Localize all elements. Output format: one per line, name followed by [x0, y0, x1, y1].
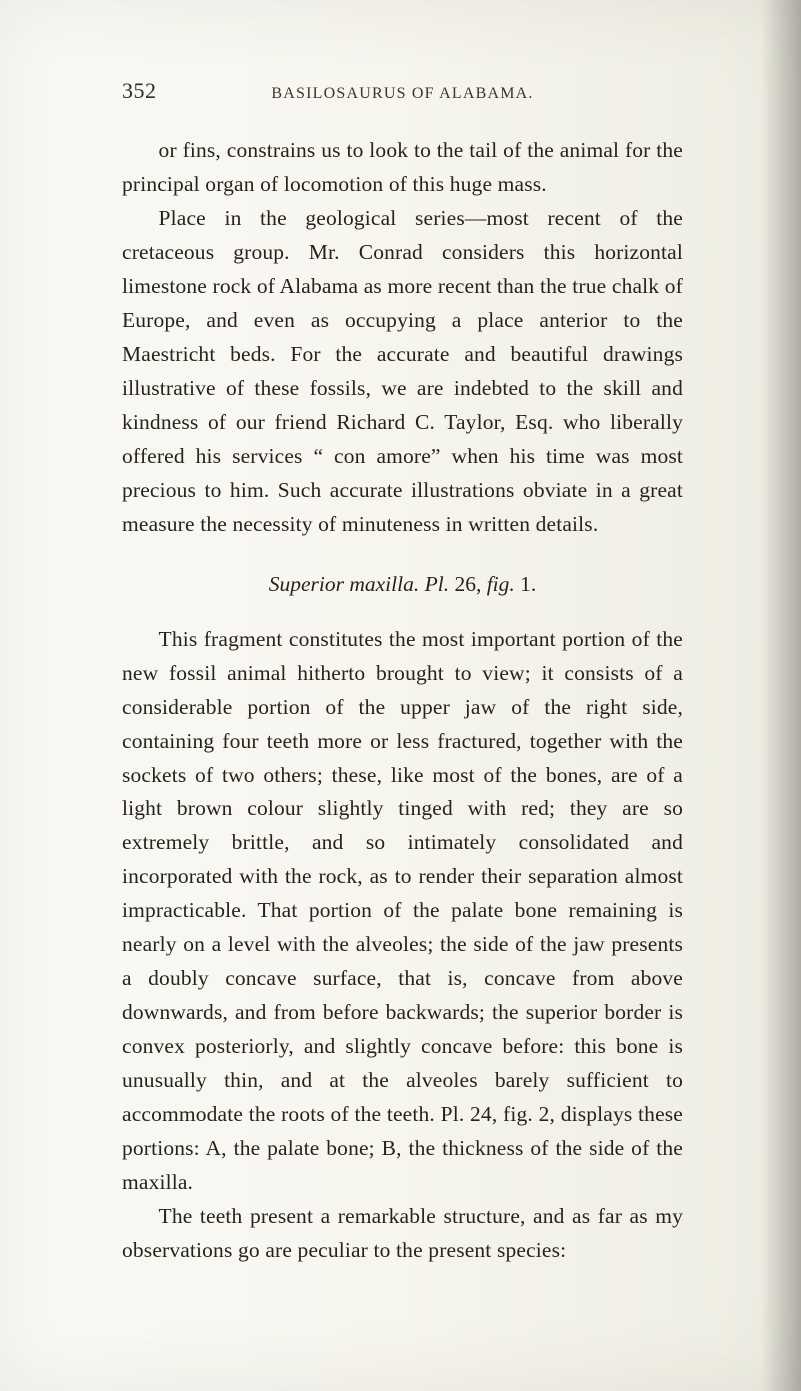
page-number: 352 [122, 78, 182, 104]
page-edge-shadow [761, 0, 801, 1391]
body-text: or fins, constrains us to look to the ta… [122, 134, 683, 1268]
paragraph: The teeth present a remarkable structure… [122, 1200, 683, 1268]
section-title: Superior maxilla. Pl. 26, fig. 1. [122, 572, 683, 597]
paragraph: or fins, constrains us to look to the ta… [122, 134, 683, 202]
section-title-upright: 1. [520, 572, 536, 596]
section-title-italic: fig. [487, 572, 520, 596]
paragraph: Place in the geological series—most rece… [122, 202, 683, 542]
page-header: 352 BASILOSAURUS OF ALABAMA. [122, 78, 683, 104]
page: 352 BASILOSAURUS OF ALABAMA. or fins, co… [0, 0, 801, 1391]
section-title-italic: Superior maxilla. Pl. [269, 572, 455, 596]
running-head: BASILOSAURUS OF ALABAMA. [182, 85, 683, 103]
paragraph: This fragment constitutes the most impor… [122, 623, 683, 1200]
section-title-upright: 26, [454, 572, 486, 596]
